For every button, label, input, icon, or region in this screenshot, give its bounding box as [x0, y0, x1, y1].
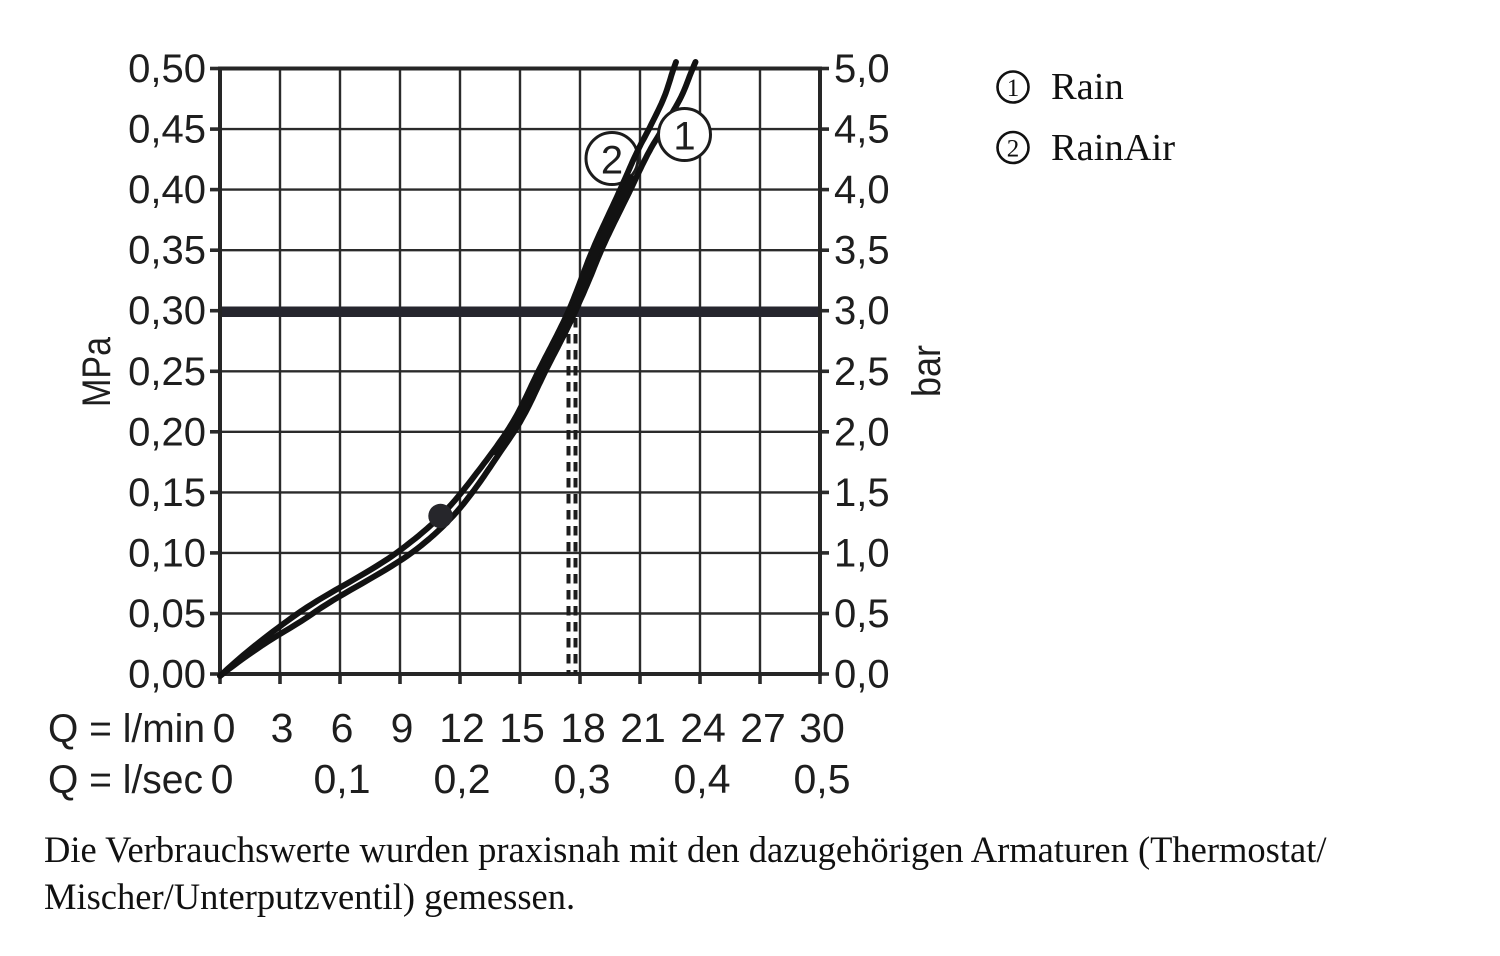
svg-text:18: 18	[560, 705, 606, 751]
svg-text:1,0: 1,0	[834, 531, 890, 575]
svg-text:Q = l/min: Q = l/min	[48, 707, 205, 751]
svg-text:Die Verbrauchswerte wurden pra: Die Verbrauchswerte wurden praxisnah mit…	[44, 829, 1327, 870]
svg-text:27: 27	[740, 705, 786, 751]
svg-text:0,20: 0,20	[128, 410, 206, 454]
svg-text:2: 2	[601, 139, 623, 183]
svg-text:30: 30	[799, 705, 845, 751]
svg-text:3,5: 3,5	[834, 229, 890, 273]
svg-text:12: 12	[439, 705, 485, 751]
svg-text:0,0: 0,0	[834, 653, 890, 697]
svg-text:2,0: 2,0	[834, 410, 890, 454]
svg-text:3: 3	[271, 705, 294, 751]
svg-text:21: 21	[620, 705, 666, 751]
svg-text:0,15: 0,15	[128, 471, 206, 515]
svg-text:6: 6	[331, 705, 354, 751]
svg-text:0,35: 0,35	[128, 229, 206, 273]
svg-text:0,45: 0,45	[128, 108, 206, 152]
svg-text:4,5: 4,5	[834, 108, 890, 152]
svg-text:15: 15	[499, 705, 545, 751]
svg-text:0,1: 0,1	[314, 756, 371, 802]
svg-text:MPa: MPa	[75, 336, 119, 407]
svg-text:0,2: 0,2	[434, 756, 491, 802]
svg-text:1: 1	[1007, 75, 1020, 102]
svg-text:bar: bar	[905, 345, 949, 397]
svg-text:0,3: 0,3	[554, 756, 611, 802]
svg-text:0,4: 0,4	[674, 756, 731, 802]
svg-text:0,10: 0,10	[128, 531, 206, 575]
svg-text:2,5: 2,5	[834, 350, 890, 394]
svg-text:0,25: 0,25	[128, 350, 206, 394]
svg-text:2: 2	[1007, 136, 1020, 163]
svg-text:4,0: 4,0	[834, 168, 890, 212]
svg-text:1,5: 1,5	[834, 471, 890, 515]
svg-text:9: 9	[391, 705, 414, 751]
svg-text:0,30: 0,30	[128, 289, 206, 333]
svg-text:0,50: 0,50	[128, 47, 206, 91]
svg-text:0,40: 0,40	[128, 168, 206, 212]
svg-text:0,5: 0,5	[834, 592, 890, 636]
svg-text:5,0: 5,0	[834, 47, 890, 91]
svg-text:0,05: 0,05	[128, 592, 206, 636]
svg-text:24: 24	[680, 705, 726, 751]
svg-text:1: 1	[673, 115, 695, 159]
svg-text:0,5: 0,5	[794, 756, 851, 802]
svg-text:Q = l/sec: Q = l/sec	[48, 758, 203, 802]
svg-text:Rain: Rain	[1051, 66, 1124, 108]
svg-text:RainAir: RainAir	[1051, 127, 1175, 169]
svg-text:0: 0	[213, 705, 236, 751]
svg-text:Mischer/Unterputzventil) gemes: Mischer/Unterputzventil) gemessen.	[44, 876, 575, 917]
svg-text:3,0: 3,0	[834, 289, 890, 333]
svg-text:0: 0	[211, 756, 234, 802]
svg-text:0,00: 0,00	[128, 653, 206, 697]
